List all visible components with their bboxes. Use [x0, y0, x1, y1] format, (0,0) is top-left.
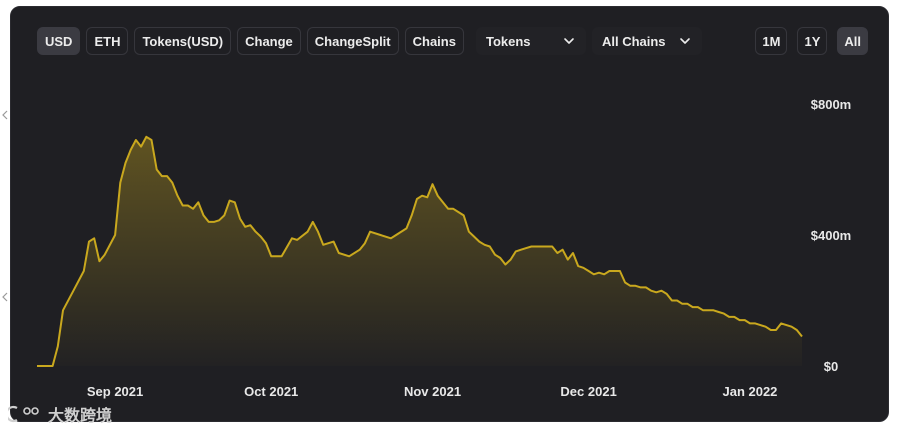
- series-area-fill: [37, 136, 802, 366]
- left-edge-handle-icon: [2, 110, 8, 120]
- series-line[interactable]: [37, 135, 803, 367]
- watermark: 大数跨境: [8, 402, 112, 426]
- tokens-dropdown[interactable]: Tokens: [475, 27, 586, 55]
- chevron-down-icon: [564, 38, 574, 44]
- x-tick-label: Oct 2021: [244, 384, 298, 399]
- range-all-button[interactable]: All: [837, 27, 868, 55]
- watermark-text: 大数跨境: [48, 406, 113, 425]
- c-logo-icon: [8, 405, 39, 423]
- tvl-area-chart: $0 $400m $800m Sep 2021 Oct 2021 Nov 2021 Dec …: [37, 97, 851, 399]
- change-button[interactable]: Change: [237, 27, 301, 55]
- x-tick-label: Dec 2021: [560, 384, 616, 399]
- x-tick-label: Jan 2022: [722, 384, 777, 399]
- tokens-dropdown-label: Tokens: [485, 33, 531, 49]
- y-tick-label: $0: [824, 359, 838, 374]
- chains-dropdown[interactable]: All Chains: [591, 27, 702, 55]
- usd-button[interactable]: USD: [37, 27, 81, 55]
- chevron-down-icon: [680, 38, 690, 44]
- range-1y-button[interactable]: 1Y: [797, 27, 828, 55]
- chains-button[interactable]: Chains: [404, 27, 464, 55]
- time-range-selector: 1M 1Y All: [755, 27, 868, 55]
- y-tick-label: $400m: [811, 228, 851, 243]
- x-tick-label: Sep 2021: [87, 384, 143, 399]
- change-split-button[interactable]: ChangeSplit: [306, 27, 399, 55]
- left-edge-handle-icon: [2, 292, 8, 302]
- denomination-toolbar: USD ETH Tokens(USD) Change ChangeSplit C…: [37, 27, 702, 55]
- x-tick-label: Nov 2021: [404, 384, 461, 399]
- range-1m-button[interactable]: 1M: [755, 27, 788, 55]
- chart-panel: $0 $400m $800m Sep 2021 Oct 2021 Nov 2021 Dec …: [10, 6, 889, 422]
- eth-button[interactable]: ETH: [86, 27, 129, 55]
- chains-dropdown-label: All Chains: [601, 33, 666, 49]
- tokens-usd-button[interactable]: Tokens(USD): [134, 27, 232, 55]
- y-tick-label: $800m: [811, 97, 851, 112]
